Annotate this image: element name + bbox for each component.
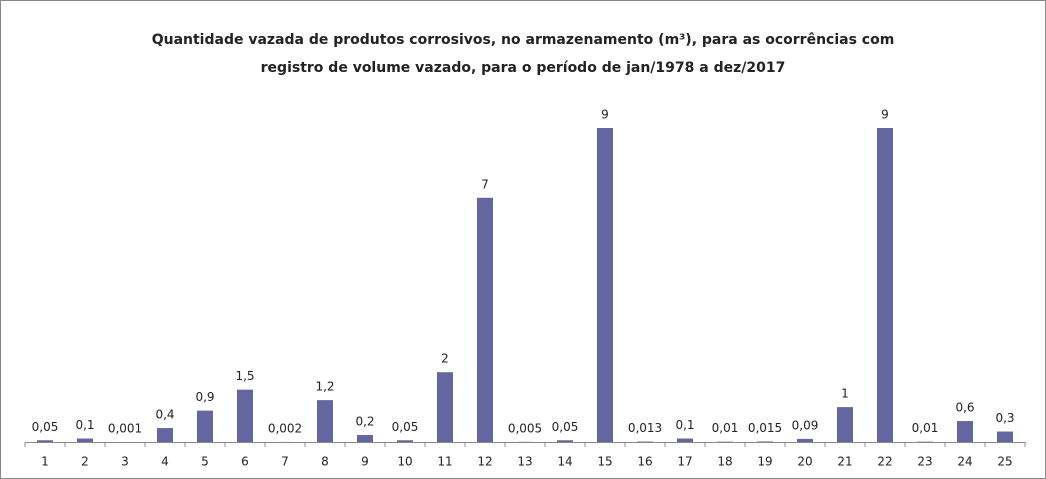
x-tick-label: 11 bbox=[437, 455, 452, 469]
x-tick-label: 23 bbox=[917, 455, 932, 469]
x-tick-label: 15 bbox=[597, 455, 612, 469]
value-label: 0,2 bbox=[355, 415, 374, 429]
bar bbox=[157, 428, 173, 442]
x-tick-label: 12 bbox=[477, 455, 492, 469]
x-tick-label: 19 bbox=[757, 455, 772, 469]
value-label: 0,05 bbox=[552, 420, 579, 434]
x-tick-label: 4 bbox=[161, 455, 169, 469]
value-label: 0,005 bbox=[508, 421, 542, 435]
x-tick-label: 14 bbox=[557, 455, 572, 469]
value-label: 0,6 bbox=[955, 401, 974, 415]
x-tick-label: 10 bbox=[397, 455, 412, 469]
bar bbox=[197, 410, 213, 442]
value-label: 1 bbox=[841, 387, 849, 401]
value-label: 2 bbox=[441, 352, 449, 366]
x-tick-label: 5 bbox=[201, 455, 209, 469]
bar bbox=[357, 435, 373, 442]
value-label: 0,3 bbox=[995, 411, 1014, 425]
value-label: 0,9 bbox=[195, 390, 214, 404]
bar bbox=[677, 438, 693, 442]
x-tick-label: 16 bbox=[637, 455, 652, 469]
x-tick-label: 17 bbox=[677, 455, 692, 469]
value-label: 0,09 bbox=[792, 418, 819, 432]
value-label: 0,05 bbox=[32, 420, 59, 434]
x-tick-label: 7 bbox=[281, 455, 289, 469]
x-tick-label: 2 bbox=[81, 455, 89, 469]
value-label: 0,015 bbox=[748, 421, 782, 435]
bar bbox=[237, 389, 253, 442]
x-tick-label: 20 bbox=[797, 455, 812, 469]
value-label: 0,002 bbox=[268, 421, 302, 435]
value-label: 0,05 bbox=[392, 420, 419, 434]
x-tick-label: 1 bbox=[41, 455, 49, 469]
x-tick-label: 18 bbox=[717, 455, 732, 469]
bar bbox=[397, 440, 413, 442]
bar bbox=[437, 372, 453, 442]
x-tick-label: 3 bbox=[121, 455, 129, 469]
value-label: 0,001 bbox=[108, 421, 142, 435]
value-label: 0,4 bbox=[155, 408, 174, 422]
x-tick-label: 25 bbox=[997, 455, 1012, 469]
x-tick-label: 21 bbox=[837, 455, 852, 469]
value-label: 0,01 bbox=[912, 421, 939, 435]
value-label: 1,2 bbox=[315, 380, 334, 394]
chart-title: Quantidade vazada de produtos corrosivos… bbox=[152, 32, 895, 48]
bar bbox=[997, 431, 1013, 442]
bar bbox=[837, 407, 853, 442]
value-label: 9 bbox=[881, 108, 889, 122]
value-label: 7 bbox=[481, 177, 489, 191]
value-label: 0,1 bbox=[75, 418, 94, 432]
bar bbox=[557, 440, 573, 442]
bar bbox=[477, 197, 493, 442]
x-tick-label: 13 bbox=[517, 455, 532, 469]
bar bbox=[957, 421, 973, 442]
chart-title: registro de volume vazado, para o períod… bbox=[261, 60, 786, 76]
bar bbox=[597, 128, 613, 442]
bar bbox=[317, 400, 333, 442]
value-label: 0,013 bbox=[628, 421, 662, 435]
bar bbox=[77, 438, 93, 442]
x-tick-label: 24 bbox=[957, 455, 972, 469]
value-label: 9 bbox=[601, 108, 609, 122]
x-tick-label: 8 bbox=[321, 455, 329, 469]
bar bbox=[797, 438, 813, 442]
bar bbox=[877, 128, 893, 442]
value-label: 0,01 bbox=[712, 421, 739, 435]
x-tick-label: 22 bbox=[877, 455, 892, 469]
bar bbox=[757, 441, 773, 442]
x-tick-label: 6 bbox=[241, 455, 249, 469]
x-tick-label: 9 bbox=[361, 455, 369, 469]
value-label: 1,5 bbox=[235, 369, 254, 383]
value-label: 0,1 bbox=[675, 418, 694, 432]
bar bbox=[37, 440, 53, 442]
